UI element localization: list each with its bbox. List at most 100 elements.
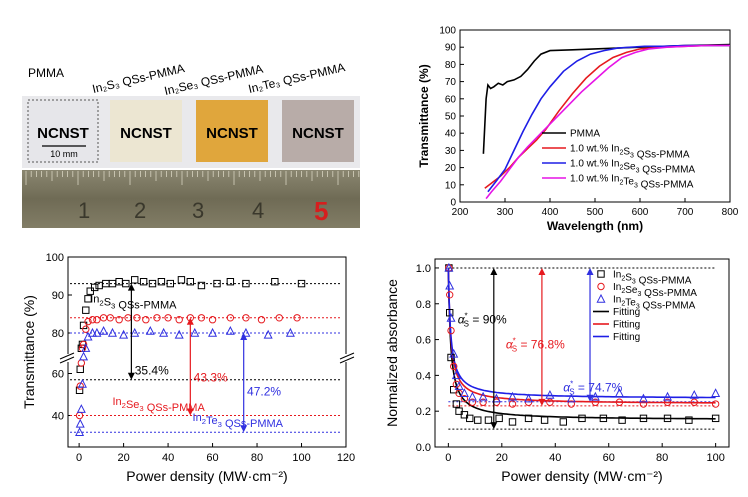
spectra-ylabel: Transmittance (%) <box>417 64 431 167</box>
abs-fit-line-1 <box>447 268 716 404</box>
spectra-xtick-label-5: 700 <box>677 207 694 218</box>
tp-series-1-point-23 <box>257 316 266 324</box>
tp-series-1-point-7 <box>88 316 97 324</box>
abs-series-1-point-18 <box>690 398 698 406</box>
tp-ytick-label-3: 90 <box>52 290 64 302</box>
ruler-number-4: 4 <box>252 198 264 223</box>
spectra-ytick-label-1: 10 <box>445 180 457 191</box>
tp-series-0-point-1 <box>76 365 84 373</box>
abs-series-1-point-7 <box>468 398 477 406</box>
tp-axis-break-gap-left <box>60 354 74 362</box>
abs-series-1-point-10 <box>508 400 517 408</box>
tp-series-1-point-10 <box>106 314 114 322</box>
abs-series-0-point-17 <box>618 416 626 424</box>
film-in2se3 <box>196 100 268 162</box>
tp-series-1-point-20 <box>208 316 217 324</box>
tp-series-0-point-13 <box>122 279 130 288</box>
spectra-legend-label-3: 1.0 wt.% In2Te3 QSs-PMMA <box>570 174 694 191</box>
film-in2s3 <box>110 100 182 162</box>
spectra-xtick-label-4: 600 <box>632 207 649 218</box>
tp-series-2-point-14 <box>159 327 169 337</box>
abs-xtick-label-5: 100 <box>706 452 724 464</box>
spectra-ytick-label-9: 90 <box>445 43 457 54</box>
abs-annotation-0: α* S = 90% <box>458 311 507 328</box>
tp-series-2-point-17 <box>208 327 218 337</box>
tp-series-0-point-25 <box>271 278 279 286</box>
tp-series-1-point-13 <box>133 314 141 322</box>
tp-series-0-point-16 <box>148 279 157 288</box>
abs-series-0-point-15 <box>578 414 586 423</box>
abs-ytick-label-3: 0.6 <box>416 335 431 347</box>
abs-series-0-point-19 <box>663 414 672 423</box>
abs-series-2-point-15 <box>614 388 624 397</box>
tp-series-2-point-11 <box>119 329 129 339</box>
photo-svg: NCNST NCNST NCNST NCNST 10 mm 1 2 3 4 5 <box>22 96 360 228</box>
abs-arrow-head-up-0 <box>490 267 498 275</box>
ruler-number-2: 2 <box>134 198 146 223</box>
tp-series-2-point-1 <box>75 418 85 428</box>
abs-arrow-head-down-1 <box>538 398 546 406</box>
tp-series-1-point-2 <box>77 359 86 367</box>
spectra-ytick-label-3: 30 <box>445 146 457 157</box>
abs-legend-marker-2 <box>596 293 606 303</box>
abs-series-1-point-1 <box>446 291 454 299</box>
ruler-number-5: 5 <box>314 196 328 226</box>
sample-photo-panel: PMMA In₂S₃ QSs-PMMA In₂Se₃ QSs-PMMA In₂T… <box>0 0 380 240</box>
abs-series-1-point-2 <box>447 326 455 335</box>
tp-ytick-label-4: 100 <box>46 252 64 264</box>
abs-series-1-point-8 <box>479 398 487 406</box>
tp-series-2-point-21 <box>285 327 295 337</box>
abs-legend-fit-label-2: Fitting <box>613 332 640 343</box>
abs-series-1-point-16 <box>639 400 648 408</box>
spectra-series-line-2 <box>487 44 730 193</box>
abs-ytick-label-1: 0.2 <box>416 406 431 418</box>
abs-series-2-point-4 <box>451 370 461 380</box>
tp-series-1-point-1 <box>76 382 84 390</box>
tp-series-2-point-2 <box>76 404 86 413</box>
tp-series-1-point-14 <box>142 316 150 324</box>
tp-series-1-point-5 <box>82 325 90 333</box>
abs-ytick-label-0: 0.0 <box>416 442 431 454</box>
spectra-ytick-label-10: 100 <box>439 26 456 37</box>
abs-legend-label-1: In2Se3 QSs-PMMA <box>613 282 697 299</box>
tp-series-2-point-5 <box>81 343 91 352</box>
abs-series-0-point-10 <box>495 414 503 423</box>
tp-annotation-0: In2S3 QSs-PMMA <box>90 294 177 312</box>
ruler-number-1: 1 <box>78 198 90 223</box>
abs-xlabel: Power density (MW·cm⁻²) <box>501 468 662 484</box>
abs-series-2-point-19 <box>711 388 721 397</box>
abs-series-2-point-9 <box>491 393 501 403</box>
abs-series-1-point-12 <box>546 398 554 406</box>
tp-series-2-point-8 <box>92 327 102 337</box>
tp-series-1-point-17 <box>175 316 183 324</box>
tp-axis-break-gap-right <box>340 354 354 362</box>
tp-series-2-point-3 <box>77 378 87 388</box>
abs-series-2-point-5 <box>454 381 464 390</box>
spectra-ytick-label-5: 50 <box>445 112 457 123</box>
tp-series-1-point-11 <box>115 316 123 324</box>
tp-ytick-label-0: 40 <box>52 411 64 423</box>
tp-series-1-point-25 <box>293 314 301 322</box>
abs-arrow-head-down-0 <box>490 422 498 430</box>
tp-annotation-2: 43.3% <box>194 370 228 384</box>
label-pmma: PMMA <box>28 66 64 80</box>
abs-legend-fit-label-0: Fitting <box>613 307 640 318</box>
tp-series-0-point-8 <box>90 283 99 292</box>
tp-series-2-point-12 <box>130 327 140 337</box>
tp-series-0-point-6 <box>84 295 92 303</box>
tp-series-0-point-23 <box>226 278 235 286</box>
film-text-3: NCNST <box>206 125 258 142</box>
abs-ylabel: Normalized absorbance <box>384 279 400 427</box>
spectra-ytick-label-8: 80 <box>445 60 457 71</box>
abs-arrow-head-down-2 <box>586 394 594 402</box>
tp-series-0-point-19 <box>177 276 186 284</box>
spectra-xtick-label-6: 800 <box>722 207 739 218</box>
tp-series-1-point-15 <box>153 314 161 322</box>
abs-series-1-point-6 <box>460 394 469 403</box>
tp-series-1-point-21 <box>226 314 235 322</box>
tp-series-0-point-21 <box>197 281 206 290</box>
tp-annotation-3: 47.2% <box>247 384 281 398</box>
spectra-xtick-label-3: 500 <box>587 207 604 218</box>
tp-series-1-point-19 <box>197 314 206 322</box>
abs-arrow-head-up-1 <box>538 267 546 275</box>
